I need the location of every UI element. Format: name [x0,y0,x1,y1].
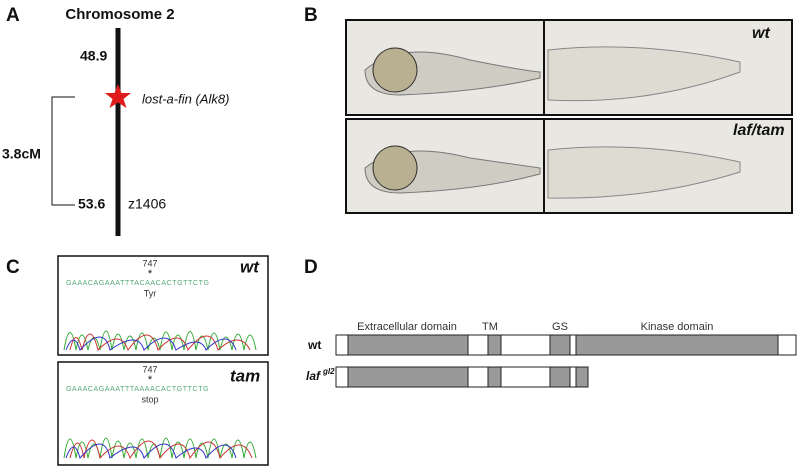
star: * [148,374,153,386]
protein-label: wt [307,338,321,352]
marker-label: 53.6 [78,196,105,212]
gene-star [105,84,131,108]
domain-label: Extracellular domain [357,321,457,333]
panel-c: C 747 * GAAACAGAAATTTACAACACTGTTCTG Tyr … [6,255,269,466]
panel-label: A [6,5,20,26]
panel-label: D [304,257,318,278]
residue-label: Tyr [144,288,157,298]
protein-mutant [335,366,589,388]
mutant-name: laf [306,369,321,383]
image-row: wt [345,19,793,116]
genotype-label: laf/tam [733,122,785,139]
star: * [148,268,153,280]
residue-label: stop [141,394,158,404]
panel-a: A Chromosome 2 48.9 lost-a-fin (Alk8) 3.… [2,5,229,236]
protein-label: laf gl2 [306,367,335,383]
panel-label: C [6,257,20,278]
chromatogram: 747 * GAAACAGAAATTTAAAACACTGTTCTG stop t… [57,361,269,466]
interval-bracket [51,96,75,206]
position-label: 747 [142,258,157,268]
sequence: GAAACAGAAATTTACAACACTGTTCTG [66,280,210,287]
allele-superscript: gl2 [322,367,335,376]
locus-label: z1406 [128,196,166,212]
sequence: GAAACAGAAATTTAAAACACTGTTCTG [66,386,209,393]
genotype-label: wt [240,257,260,276]
marker-label: 48.9 [80,48,107,64]
gene-label: lost-a-fin (Alk8) [142,91,229,106]
domain-label: Kinase domain [641,321,714,333]
chromosome-title: Chromosome 2 [65,6,174,23]
protein-wt [335,334,797,356]
domain-label: TM [482,321,498,333]
position-label: 747 [142,364,157,374]
panel-b: B wt laf/tam [304,5,793,214]
chromatogram: 747 * GAAACAGAAATTTACAACACTGTTCTG Tyr wt [57,255,269,356]
panel-label: B [304,5,318,26]
genotype-label: tam [230,366,260,385]
image-row: laf/tam [345,118,793,214]
domain-label: GS [552,321,568,333]
interval-label: 3.8cM [2,146,41,162]
panel-d: D Extracellular domain TM GS Kinase doma… [304,257,797,388]
genotype-label: wt [752,25,770,42]
